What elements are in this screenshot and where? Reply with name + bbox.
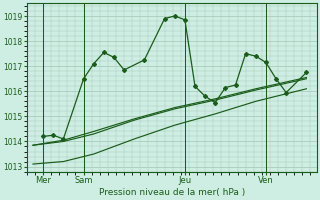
X-axis label: Pression niveau de la mer( hPa ): Pression niveau de la mer( hPa ) (99, 188, 245, 197)
